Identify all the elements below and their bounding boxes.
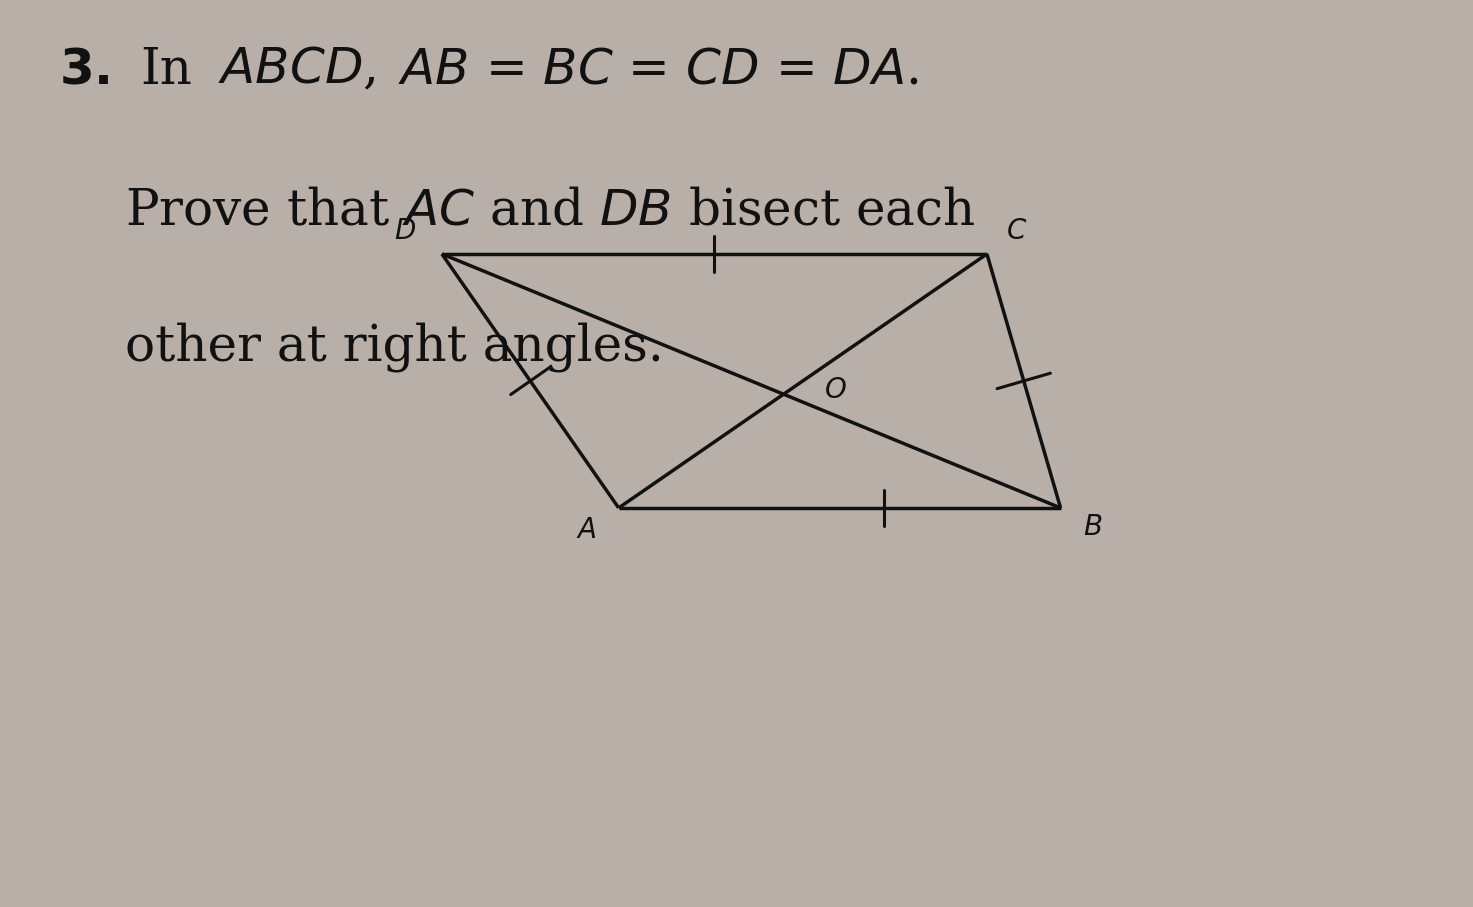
Text: $C$: $C$ [1006, 218, 1027, 245]
Text: $\it{ABCD}$,: $\it{ABCD}$, [218, 45, 376, 95]
Text: In: In [140, 45, 191, 95]
Text: $A$: $A$ [576, 517, 597, 544]
Text: $\it{AB}$ = $\it{BC}$ = $\it{CD}$ = $\it{DA}$.: $\it{AB}$ = $\it{BC}$ = $\it{CD}$ = $\it… [398, 45, 919, 95]
Text: $D$: $D$ [395, 218, 415, 245]
Text: Prove that $\it{AC}$ and $\it{DB}$ bisect each: Prove that $\it{AC}$ and $\it{DB}$ bisec… [125, 186, 975, 236]
Text: $\mathbf{3.}$: $\mathbf{3.}$ [59, 45, 109, 95]
Text: $B$: $B$ [1083, 514, 1103, 541]
Text: $O$: $O$ [823, 376, 847, 404]
Text: other at right angles.: other at right angles. [125, 322, 664, 372]
